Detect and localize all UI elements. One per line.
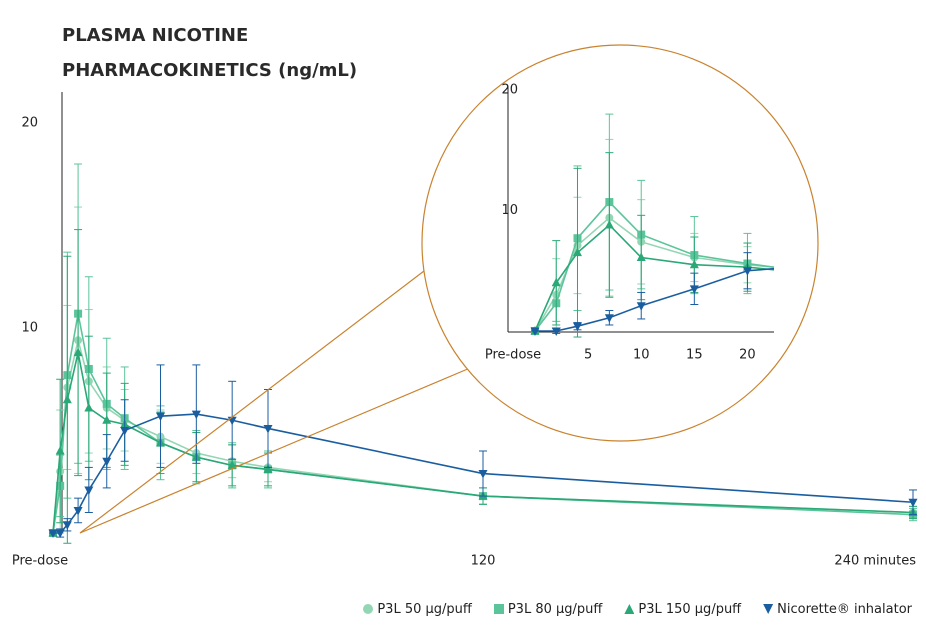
error-bar — [850, 260, 858, 296]
marker — [636, 252, 646, 261]
marker — [263, 464, 273, 473]
marker — [55, 529, 65, 538]
marker — [73, 506, 83, 516]
marker — [530, 327, 540, 336]
error-bar — [850, 259, 858, 290]
zoom-connector — [79, 367, 471, 534]
marker — [849, 259, 858, 268]
inset-y-tick-label: 20 — [501, 83, 518, 98]
marker — [742, 267, 752, 276]
main-plot — [48, 163, 918, 544]
legend: P3L 50 µg/puff P3L 80 µg/puff P3L 150 µg/p… — [363, 602, 912, 617]
legend-item: P3L 50 µg/puff — [363, 602, 472, 617]
zoom-circle — [421, 44, 819, 442]
marker — [102, 457, 112, 467]
inset-x-tick-label: 10 — [633, 348, 650, 363]
chart-title: PLASMA NICOTINE PHARMACOKINETICS (ng/mL) — [62, 25, 358, 81]
marker — [191, 410, 201, 420]
marker — [102, 415, 112, 424]
legend-key — [363, 604, 374, 614]
marker — [604, 219, 614, 229]
marker — [689, 285, 699, 294]
marker — [572, 322, 582, 332]
marker — [850, 270, 858, 278]
legend-label: P3L 50 µg/puff — [377, 602, 472, 617]
y-tick-label: 20 — [21, 116, 38, 131]
marker — [551, 327, 561, 336]
marker — [551, 277, 561, 287]
legend-key — [624, 604, 635, 614]
x-tick-label: 240 minutes — [834, 554, 916, 569]
inset-x-tick-label: 15 — [686, 348, 703, 363]
error-bar — [850, 256, 858, 299]
marker — [84, 486, 94, 495]
marker — [84, 402, 94, 412]
marker — [120, 427, 130, 436]
inset-y-tick-label: 10 — [501, 203, 518, 218]
legend-key — [763, 604, 774, 614]
inset-plot — [530, 113, 858, 338]
chart: 10 20 Pre-dose 120 240 minutes 10 20 Pre-dose 5 1… — [12, 44, 918, 569]
marker — [604, 314, 614, 323]
marker — [478, 470, 488, 479]
marker — [48, 529, 58, 538]
legend-label: P3L 150 µg/puff — [638, 602, 742, 617]
marker — [572, 247, 582, 257]
marker — [850, 274, 858, 282]
legend-label: P3L 80 µg/puff — [507, 602, 603, 617]
marker — [263, 424, 273, 434]
x-tick-label: 120 — [471, 554, 496, 569]
marker — [62, 394, 72, 404]
marker — [689, 259, 699, 269]
legend-item: Nicorette® inhalator — [763, 602, 912, 617]
legend-label: Nicorette® inhalator — [777, 602, 912, 617]
legend-item: P3L 150 µg/puff — [624, 602, 741, 617]
legend-item: P3L 80 µg/puff — [493, 602, 603, 617]
marker — [55, 446, 65, 455]
error-bar — [850, 232, 858, 292]
inset-x-tick-label: 20 — [739, 348, 756, 363]
legend-key — [493, 604, 504, 614]
inset-x-tick-label: 5 — [584, 348, 592, 363]
marker — [849, 273, 858, 282]
marker — [227, 460, 237, 469]
marker — [908, 498, 918, 508]
x-tick-label: Pre-dose — [12, 554, 68, 569]
y-tick-label: 10 — [21, 321, 38, 336]
marker — [73, 347, 83, 357]
marker — [156, 412, 165, 422]
zoom-connector — [79, 270, 425, 534]
marker — [636, 302, 646, 311]
inset-x-tick-label: Pre-dose — [485, 348, 541, 363]
marker — [62, 521, 72, 530]
